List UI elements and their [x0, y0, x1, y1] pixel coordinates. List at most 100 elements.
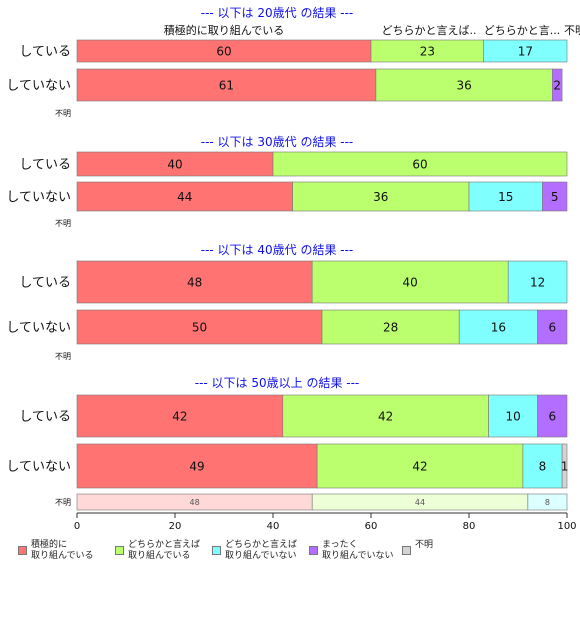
bar-segment	[316, 443, 524, 489]
row-label: 不明	[55, 352, 71, 361]
panel-title: --- 以下は 20歳代 の結果 ---	[201, 6, 354, 20]
bar-value-label: 44	[177, 190, 192, 204]
legend-label-line: 取り組んでいない	[225, 551, 297, 561]
bar-value-label: 8	[545, 498, 550, 507]
bar-value-label: 42	[172, 409, 187, 423]
bar-value-label: 48	[190, 498, 200, 507]
bar-value-label: 42	[378, 409, 393, 423]
legend-swatch	[18, 546, 27, 555]
x-tick-label: 40	[267, 521, 280, 532]
bar-segment	[76, 394, 284, 438]
legend-label-line: まったく	[322, 540, 358, 550]
bar-segment	[537, 394, 568, 438]
bar-value-label: 10	[505, 409, 520, 423]
legend-swatch	[115, 546, 124, 555]
legend-label-line: 不明	[415, 540, 434, 550]
row-label: 不明	[55, 498, 71, 507]
legend-label-line: どちらかと言えば	[128, 540, 201, 550]
bar-value-label: 23	[420, 44, 435, 58]
bar-segment	[507, 260, 568, 304]
panel-title: --- 以下は 50歳以上 の結果 ---	[195, 376, 360, 390]
legend-label-line: どちらかと言えば	[225, 540, 298, 550]
bar-value-label: 8	[539, 459, 547, 473]
legend-label: どちらかと言えば 取り組んでいる	[128, 540, 200, 562]
row-label: している	[19, 158, 71, 173]
row-label: 不明	[55, 109, 71, 118]
bar-value-label: 36	[456, 78, 471, 92]
legend-label: 積極的に 取り組んでいる	[31, 540, 94, 562]
bar-value-label: 50	[192, 320, 207, 334]
bar-segment	[458, 309, 538, 345]
legend-label-line: 積極的に	[31, 540, 68, 550]
bar-segment	[542, 181, 568, 212]
bar-value-label: 61	[219, 78, 234, 92]
bar-value-label: 40	[403, 275, 418, 289]
legend-swatch	[212, 546, 221, 555]
bar-value-label: 28	[383, 320, 398, 334]
bar-segment	[468, 181, 543, 212]
top-category-label: どちらかと言...	[484, 24, 561, 37]
row-label: している	[19, 410, 71, 425]
panel-title: --- 以下は 40歳代 の結果 ---	[201, 243, 354, 257]
top-category-label: 積極的に取り組んでいる	[164, 23, 284, 37]
bar-value-label: 60	[412, 157, 427, 171]
bar-segment	[537, 309, 568, 345]
x-tick-label: 60	[365, 521, 378, 532]
row-label: していない	[6, 79, 71, 94]
chart-legend: 積極的に 取り組んでいる どちらかと言えば 取り組んでいる どちらかと言えば 取り組んでい…	[0, 538, 580, 578]
row-label: 不明	[55, 219, 71, 228]
bar-segment	[527, 493, 568, 511]
legend-label: まったく 取り組んでいない	[322, 540, 394, 562]
bar-segment	[292, 181, 470, 212]
legend-swatch	[309, 546, 318, 555]
x-tick-label: 0	[74, 521, 80, 532]
row-label: している	[19, 45, 71, 60]
bar-segment	[375, 68, 553, 102]
bar-value-label: 36	[373, 190, 388, 204]
bar-segment	[561, 443, 568, 489]
bar-segment	[272, 151, 568, 177]
bar-value-label: 17	[518, 44, 533, 58]
bar-value-label: 5	[551, 190, 559, 204]
top-category-label: 不明	[564, 24, 580, 37]
x-tick-label: 20	[169, 521, 182, 532]
x-tick-label: 100	[557, 521, 576, 532]
bar-value-label: 49	[189, 459, 204, 473]
bar-segment	[76, 443, 318, 489]
bar-value-label: 40	[167, 157, 182, 171]
row-label: していない	[6, 321, 71, 336]
bar-segment	[311, 260, 509, 304]
bar-value-label: 6	[548, 409, 556, 423]
legend-label-line: 取り組んでいる	[128, 551, 191, 561]
bar-value-label: 48	[187, 275, 202, 289]
legend-label: どちらかと言えば 取り組んでいない	[225, 540, 297, 562]
bar-segment	[483, 39, 568, 63]
bar-value-label: 1	[561, 459, 569, 473]
bar-segment	[321, 309, 460, 345]
bar-value-label: 42	[412, 459, 427, 473]
bar-segment	[76, 181, 293, 212]
bar-segment	[76, 309, 323, 345]
bar-value-label: 12	[530, 275, 545, 289]
bar-segment	[551, 68, 563, 102]
bar-value-label: 44	[415, 498, 425, 507]
top-category-label: どちらかと言えば..	[382, 24, 477, 37]
legend-label-line: 取り組んでいる	[31, 551, 94, 561]
bar-value-label: 2	[553, 78, 561, 92]
bar-value-label: 6	[548, 320, 556, 334]
bar-segment	[488, 394, 538, 438]
row-label: していない	[6, 190, 71, 205]
x-tick-label: 80	[463, 521, 476, 532]
legend-label-line: 取り組んでいない	[322, 551, 394, 561]
legend-label: 不明	[415, 540, 433, 551]
bar-segment	[76, 260, 313, 304]
row-label: していない	[6, 460, 71, 475]
panel-title: --- 以下は 30歳代 の結果 ---	[201, 135, 354, 149]
legend-swatch	[402, 546, 411, 555]
bar-value-label: 16	[491, 320, 506, 334]
row-label: している	[19, 276, 71, 291]
bar-value-label: 60	[216, 44, 231, 58]
bar-segment	[522, 443, 563, 489]
bar-value-label: 15	[498, 190, 513, 204]
